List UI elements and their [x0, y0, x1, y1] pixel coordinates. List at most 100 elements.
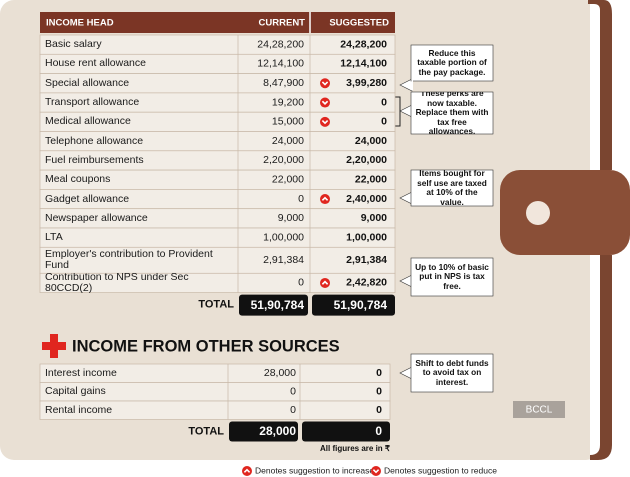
wallet-button [526, 201, 550, 225]
suggested-value: 2,42,820 [346, 277, 387, 289]
change-icon-arrow [321, 280, 329, 285]
row-name-box: Newspaper allowance [45, 212, 148, 223]
total-box [312, 294, 395, 316]
current-value: 12,14,100 [257, 58, 304, 70]
row-name-box: Employer's contribution to Provident Fun… [45, 248, 213, 272]
note: These perks are now taxable. Replace the… [415, 92, 489, 134]
suggested-value: 2,91,384 [346, 254, 387, 266]
row-name: Employer's contribution to Provident Fun… [45, 248, 213, 272]
total-label: TOTAL [198, 299, 234, 311]
current-value: 0 [298, 277, 304, 289]
row-name-box: Transport allowance [45, 96, 140, 109]
row-name: Interest income [45, 366, 117, 379]
note-bg [410, 91, 494, 135]
row-name-box: LTA [45, 231, 63, 244]
suggested-value: 12,14,100 [340, 58, 387, 70]
row-name: Special allowance [45, 76, 130, 89]
note-bg [410, 353, 494, 393]
note: Shift to debt funds to avoid tax on inte… [415, 357, 489, 387]
row-name-box: Fuel reimbursements [45, 153, 144, 166]
row-name: Fuel reimbursements [45, 153, 144, 166]
note-box: Items bought for self use are taxed at 1… [417, 170, 487, 206]
current-value: 15,000 [272, 116, 304, 128]
row-bg [39, 272, 396, 293]
change-icon-arrow [243, 468, 251, 473]
change-icon [371, 466, 381, 476]
row-name-box: Contribution to NPS under Sec 80CCD(2) [45, 273, 189, 292]
suggested-value: 0 [381, 116, 387, 128]
wallet-tab [500, 170, 630, 255]
row-name-box: Gadget allowance [45, 193, 129, 204]
row-bg [39, 400, 391, 420]
change-icon [320, 277, 330, 288]
current-value: 0 [290, 386, 296, 398]
credit-box [513, 401, 565, 418]
note-bg [410, 169, 494, 207]
suggested-value: 0 [376, 367, 382, 379]
total-suggested: 51,90,784 [334, 298, 388, 312]
current-value: 0 [298, 193, 304, 205]
row-name-box: Special allowance [45, 76, 130, 89]
suggested-value: 0 [381, 96, 387, 108]
total-suggested: 0 [375, 424, 382, 438]
header-cell: SUGGESTED [329, 18, 389, 29]
change-icon [320, 194, 330, 205]
suggested-value: 24,000 [355, 135, 387, 147]
row-name-box: Medical allowance [45, 115, 131, 128]
row-name: Rental income [45, 403, 113, 416]
suggested-value: 2,20,000 [346, 154, 387, 166]
suggested-value: 22,000 [355, 174, 387, 186]
total-current: 51,90,784 [251, 298, 305, 312]
change-icon [320, 78, 330, 89]
current-value: 24,28,200 [257, 38, 304, 50]
row-name-box: Basic salary [45, 38, 102, 51]
current-value: 28,000 [264, 367, 296, 379]
note-bg [410, 44, 494, 82]
total-current: 28,000 [259, 424, 296, 438]
total-box [239, 294, 308, 316]
header-cell: INCOME HEAD [46, 18, 114, 29]
note-box: Up to 10% of basic put in NPS is tax fre… [415, 261, 489, 291]
change-icon [242, 466, 252, 476]
header-row [40, 12, 395, 33]
current-value: 2,20,000 [263, 154, 304, 166]
note-bg [410, 257, 494, 297]
plus-icon [42, 342, 66, 350]
wallet-strap [588, 0, 612, 170]
change-icon-arrow [321, 119, 329, 125]
row-name: Transport allowance [45, 96, 140, 109]
note-edge [411, 79, 413, 91]
row-name: Telephone allowance [45, 134, 144, 147]
row-name-box: Capital gains [45, 386, 106, 397]
note-box: Shift to debt funds to avoid tax on inte… [415, 357, 489, 387]
suggested-value: 3,99,280 [346, 77, 387, 89]
note: Up to 10% of basic put in NPS is tax fre… [415, 261, 489, 291]
legend-increase: Denotes suggestion to increase [255, 465, 374, 475]
row-name-box: Rental income [45, 403, 113, 416]
current-value: 9,000 [278, 212, 304, 224]
row-name: House rent allowance [45, 57, 146, 70]
change-icon [320, 97, 330, 108]
row-name: Medical allowance [45, 115, 131, 128]
suggested-value: 24,28,200 [340, 38, 387, 50]
row-name-box: Meal coupons [45, 173, 111, 186]
total-label: TOTAL [188, 425, 224, 437]
change-icon-arrow [321, 81, 329, 86]
note-edge [411, 275, 413, 287]
note: Items bought for self use are taxed at 1… [417, 170, 487, 206]
suggested-value: 0 [376, 386, 382, 398]
suggested-value: 2,40,000 [346, 193, 387, 205]
total-box [302, 421, 390, 442]
section-title: INCOME FROM OTHER SOURCES [72, 337, 340, 355]
row-name-box: Interest income [45, 366, 117, 379]
current-value: 1,00,000 [263, 231, 304, 243]
note-edge [411, 105, 413, 117]
row-name: Basic salary [45, 38, 102, 51]
credit: BCCL [526, 405, 553, 416]
wallet-strap [590, 255, 612, 460]
row-name: LTA [45, 231, 63, 244]
row-name: Meal coupons [45, 173, 111, 186]
note-box: Reduce this taxable portion of the pay p… [417, 48, 487, 77]
current-value: 22,000 [272, 174, 304, 186]
